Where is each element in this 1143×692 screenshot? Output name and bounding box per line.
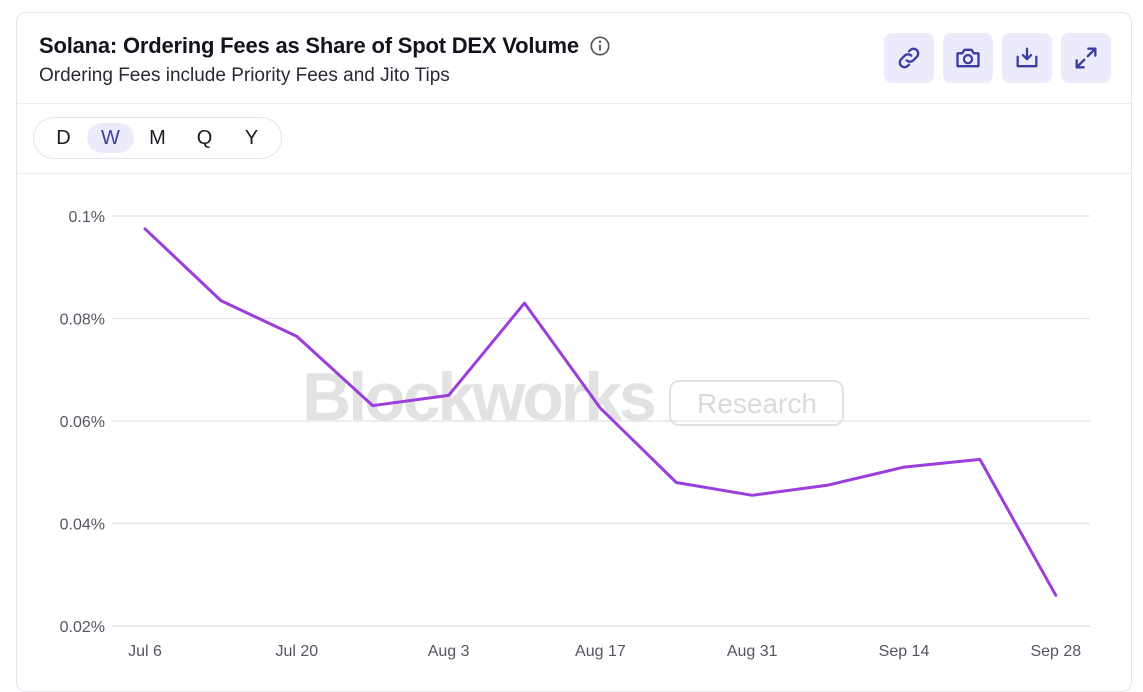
data-point[interactable] [139,223,151,235]
y-tick-label: 0.1% [69,209,105,226]
y-tick-label: 0.06% [60,414,105,431]
data-point[interactable] [443,389,455,401]
y-tick-label: 0.08% [60,312,105,329]
y-tick-label: 0.04% [60,517,105,534]
data-point[interactable] [974,453,986,465]
chart-subtitle: Ordering Fees include Priority Fees and … [39,65,450,86]
x-tick-label: Jul 6 [128,643,162,660]
watermark-tag: Research [697,388,817,419]
grid-lines [112,215,1090,627]
range-q-button[interactable]: Q [196,126,213,149]
x-tick-label: Aug 3 [428,643,470,660]
range-selector: D W M Q Y [33,117,282,159]
series-line[interactable] [143,227,1058,597]
x-tick-label: Aug 17 [575,643,626,660]
toolbar-buttons [884,33,1111,83]
data-point[interactable] [519,297,531,309]
card-header: Solana: Ordering Fees as Share of Spot D… [17,13,1131,104]
y-tick-label: 0.02% [60,619,105,636]
data-point[interactable] [746,489,758,501]
data-point[interactable] [291,330,303,342]
download-icon [1016,47,1038,68]
y-axis-ticks: 0.02% 0.04% 0.06% 0.08% 0.1% [60,209,105,636]
watermark-tag-box [669,380,844,426]
link-icon [898,47,920,69]
data-point[interactable] [215,295,227,307]
chart-title: Solana: Ordering Fees as Share of Spot D… [39,33,579,58]
x-tick-label: Sep 14 [879,643,930,660]
watermark: Blockworks Research [302,359,844,435]
data-point[interactable] [367,400,379,412]
range-m-button[interactable]: M [149,126,166,149]
camera-icon [956,48,980,68]
series-layer [139,223,1062,601]
expand-icon [1075,47,1097,69]
data-point[interactable] [1050,589,1062,601]
x-tick-label: Sep 28 [1030,643,1081,660]
line-chart: Blockworks Research 0.02% 0.04% 0.06% 0.08%… [60,209,1090,660]
title-row: Solana: Ordering Fees as Share of Spot D… [39,33,611,59]
fullscreen-button[interactable] [1061,33,1111,83]
chart-card: Solana: Ordering Fees as Share of Spot D… [16,12,1132,692]
range-toolbar: D W M Q Y [17,103,1131,174]
screenshot-button[interactable] [943,33,993,83]
data-point[interactable] [594,402,606,414]
range-w-button[interactable]: W [87,123,134,153]
x-tick-label: Aug 31 [727,643,778,660]
x-axis-ticks: Jul 6 Jul 20 Aug 3 Aug 17 Aug 31 Sep 14 Sep 28 [128,643,1081,660]
copy-link-button[interactable] [884,33,934,83]
range-y-button[interactable]: Y [244,126,259,149]
data-point[interactable] [670,477,682,489]
x-tick-label: Jul 20 [275,643,318,660]
download-button[interactable] [1002,33,1052,83]
info-icon[interactable] [589,35,611,57]
range-d-button[interactable]: D [56,126,71,149]
watermark-brand: Blockworks [302,359,655,435]
data-point[interactable] [898,461,910,473]
data-point[interactable] [822,479,834,491]
